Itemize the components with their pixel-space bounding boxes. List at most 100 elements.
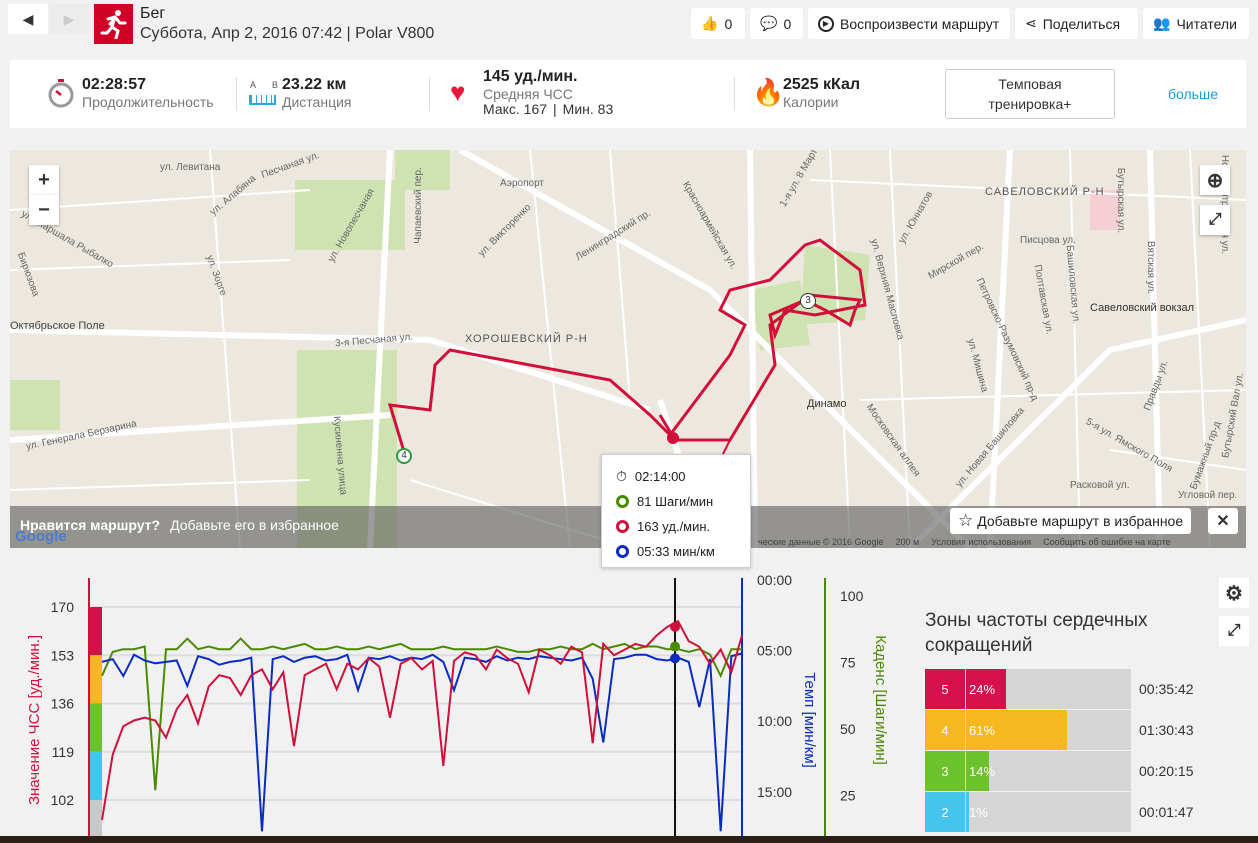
zone-bar: 24% <box>966 669 1006 709</box>
hr-tick: 136 <box>51 696 75 712</box>
chart-settings-button[interactable]: ⚙ <box>1219 578 1249 608</box>
chart-fullscreen-button[interactable]: ⤢ <box>1219 616 1249 646</box>
pace-tick: 10:00 <box>757 713 792 729</box>
map-label: Октябрьское Поле <box>10 320 105 332</box>
zone-row-2: 2 1% <box>925 792 1131 832</box>
map-label: Савеловский вокзал <box>1090 302 1195 314</box>
zone-bar: 61% <box>966 710 1067 750</box>
heart-icon: ♥ <box>450 77 466 107</box>
hr-tick: 170 <box>51 599 75 615</box>
avg-hr-value: 145 уд./мин. <box>483 68 578 85</box>
map-label: ул. Левитана <box>160 162 221 173</box>
gear-icon: ⚙ <box>1225 582 1243 605</box>
like-button[interactable]: 👍 0 <box>691 8 745 39</box>
crosshair-icon: ⊕ <box>1206 169 1224 192</box>
replay-label: Воспроизвести маршрут <box>840 15 1000 32</box>
zone-time: 01:30:43 <box>1139 722 1194 738</box>
waypoint-marker[interactable]: 3 <box>800 293 816 309</box>
zone-row-3: 3 14% <box>925 751 1131 791</box>
play-icon: ▶ <box>818 15 834 32</box>
back-button[interactable]: ◀ <box>8 4 48 34</box>
hr-tick: 119 <box>52 744 75 760</box>
comment-count: 0 <box>783 15 792 32</box>
like-count: 0 <box>724 15 733 32</box>
zone-strip <box>90 703 102 752</box>
replay-route-button[interactable]: ▶ Воспроизвести маршрут <box>808 8 1010 39</box>
pace-tick: 05:00 <box>757 643 792 659</box>
duration-label: Продолжительность <box>82 94 214 110</box>
zone-row-4: 4 61% <box>925 710 1131 750</box>
map-scale: 200 м <box>895 537 920 547</box>
zone-row-5: 5 24% <box>925 669 1131 709</box>
pace-tick: 15:00 <box>757 784 792 800</box>
map-attribution: ческие данные © 2016 Google 200 м Условия … <box>758 537 1171 547</box>
hr-zones-title: Зоны частоты сердечных сокращений <box>925 610 1148 656</box>
zone-strip <box>90 800 102 843</box>
pace-dot-icon <box>616 545 629 558</box>
close-banner-button[interactable]: ✕ <box>1208 508 1238 534</box>
forward-arrow-icon: ▶ <box>63 10 75 27</box>
ruler-icon <box>249 95 276 105</box>
calories-label: Калории <box>783 94 839 110</box>
hr-series-line <box>101 619 743 821</box>
map-label: Вятская ул. <box>1145 240 1157 295</box>
session-subtitle: Суббота, Апр 2, 2016 07:42 | Polar V800 <box>140 25 435 42</box>
forward-button[interactable]: ▶ <box>49 4 89 34</box>
hr-cursor-dot <box>670 621 681 632</box>
hr-tick: 102 <box>51 792 75 808</box>
expand-icon: ⤢ <box>1208 211 1222 228</box>
more-link[interactable]: больше <box>1168 86 1218 102</box>
hr-axis-label: Значение ЧСС [уд./мин.] <box>26 635 43 805</box>
pace-axis-label: Темп [мин/км] <box>801 672 818 768</box>
cadence-tick: 75 <box>840 655 856 671</box>
hr-dot-icon <box>616 520 629 533</box>
followers-button[interactable]: 👥 Читатели <box>1143 8 1249 39</box>
cadence-series-line <box>101 637 742 791</box>
zoom-in-button[interactable]: + <box>29 165 59 195</box>
pace-series-line <box>101 652 743 832</box>
zone-number: 5 <box>925 669 965 709</box>
zone-bar: 14% <box>966 751 995 791</box>
thumbs-up-icon: 👍 <box>701 15 719 31</box>
cadence-tick: 50 <box>840 721 856 737</box>
hr-tick: 153 <box>51 647 75 663</box>
fullscreen-button[interactable]: ⤢ <box>1200 205 1230 235</box>
map-label: Расковой ул. <box>1070 480 1130 491</box>
runner-icon <box>94 4 133 44</box>
zone-strip <box>90 607 102 656</box>
add-favorite-button[interactable]: ☆ Добавьте маршрут в избранное <box>950 508 1192 534</box>
flame-icon: 🔥 <box>752 77 785 107</box>
favorite-prompt: Нравится маршрут? Добавьте его в избранно… <box>20 517 339 533</box>
training-benefit-button[interactable]: Темповая тренировка+ <box>945 69 1115 119</box>
waypoint-marker[interactable]: 4 <box>396 448 412 464</box>
locate-button[interactable]: ⊕ <box>1200 165 1230 195</box>
share-button[interactable]: ⋖ Поделиться <box>1015 8 1138 39</box>
duration-value: 02:28:57 <box>82 76 147 93</box>
avg-hr-label: Средняя ЧСС <box>483 86 573 102</box>
zone-strip <box>90 655 102 704</box>
zone-number: 2 <box>925 792 965 832</box>
pace-tick: 00:00 <box>757 572 792 588</box>
calories-value: 2525 кКал <box>783 76 861 93</box>
followers-label: Читатели <box>1176 15 1237 32</box>
stopwatch-icon: ⏱ <box>616 468 627 484</box>
district-label: САВЕЛОВСКИЙ Р-Н <box>985 186 1105 198</box>
cursor-position-marker <box>667 432 679 444</box>
map-label: Аэропорт <box>500 178 545 189</box>
zone-time: 00:20:15 <box>1139 763 1194 779</box>
map-label: Динамо <box>807 398 847 410</box>
google-logo: Google <box>15 528 67 545</box>
zone-time: 00:35:42 <box>1139 681 1194 697</box>
cadence-dot-icon <box>616 495 629 508</box>
share-icon: ⋖ <box>1025 15 1037 31</box>
zoom-out-button[interactable]: − <box>29 195 59 225</box>
map-label: Писцова ул. <box>1020 235 1076 246</box>
workout-chart[interactable]: 170 153 136 119 102 00:00 05:00 10:00 15:00 100 75… <box>0 570 900 843</box>
zone-time: 00:01:47 <box>1139 804 1194 820</box>
comment-button[interactable]: 💬 0 <box>750 8 803 39</box>
zone-number: 3 <box>925 751 965 791</box>
map-label: Чапаевский пер. <box>412 167 424 244</box>
people-icon: 👥 <box>1153 15 1171 31</box>
